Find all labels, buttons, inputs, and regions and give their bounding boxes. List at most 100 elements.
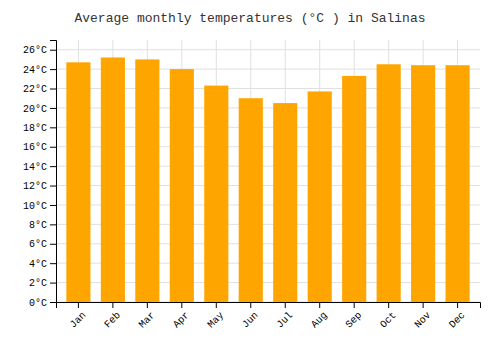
grid-line xyxy=(56,49,480,50)
tick-label: Jul xyxy=(275,310,296,331)
tick-label: Aug xyxy=(309,310,330,331)
tick: Aug xyxy=(309,302,330,330)
bar xyxy=(411,65,435,302)
tick: Jul xyxy=(275,302,296,330)
bar xyxy=(101,57,125,302)
tick-mark xyxy=(112,302,113,308)
tick-label: 10°C xyxy=(23,201,47,212)
tick-label: Oct xyxy=(378,310,399,331)
tick-mark xyxy=(50,302,56,303)
tick-label: 2°C xyxy=(29,278,47,289)
tick-label: 22°C xyxy=(23,84,47,95)
tick: 26°C xyxy=(23,45,56,56)
tick-label: Dec xyxy=(447,310,468,331)
tick-mark xyxy=(50,244,56,245)
tick: 4°C xyxy=(29,259,56,270)
tick-mark xyxy=(50,205,56,206)
tick-mark xyxy=(50,166,56,167)
tick: 16°C xyxy=(23,142,56,153)
tick-mark xyxy=(147,302,148,308)
tick: Nov xyxy=(413,302,434,330)
tick: 22°C xyxy=(23,84,56,95)
tick: 10°C xyxy=(23,201,56,212)
tick-mark xyxy=(354,302,355,308)
tick: Mar xyxy=(137,302,158,330)
axis-line xyxy=(57,303,481,309)
tick: Oct xyxy=(378,302,399,330)
tick-label: 4°C xyxy=(29,259,47,270)
tick-label: Jan xyxy=(68,310,89,331)
tick-label: 14°C xyxy=(23,162,47,173)
bar xyxy=(66,62,90,302)
tick-mark xyxy=(250,302,251,308)
tick: 0°C xyxy=(29,298,56,309)
tick-label: 0°C xyxy=(29,298,47,309)
tick-label: 16°C xyxy=(23,142,47,153)
plot: 0°C 2°C 4°C 6°C 8°C 10°C 12°C 14°C 16°C 18°C 20°C 2… xyxy=(23,40,481,330)
tick-label: 6°C xyxy=(29,239,47,250)
tick-mark xyxy=(50,108,56,109)
tick: 14°C xyxy=(23,162,56,173)
tick: 20°C xyxy=(23,104,56,115)
bar xyxy=(342,76,366,302)
title: Average monthly temperatures (°C ) in Sa… xyxy=(74,11,425,26)
tick-label: 26°C xyxy=(23,45,47,56)
tick-mark xyxy=(50,283,56,284)
tick-label: Mar xyxy=(137,310,158,331)
tick: 6°C xyxy=(29,239,56,250)
bar xyxy=(446,65,470,302)
tick-mark xyxy=(50,147,56,148)
tick-mark xyxy=(50,69,56,70)
tick-label: Sep xyxy=(344,310,365,331)
x-axis: Jan Feb Mar Apr May Jun Jul Aug Sep Oct Nov Dec xyxy=(57,302,481,330)
bar xyxy=(170,69,194,302)
tick-label: 24°C xyxy=(23,65,47,76)
tick: 18°C xyxy=(23,123,56,134)
bar xyxy=(204,86,228,302)
tick-label: Jun xyxy=(240,310,261,331)
tick-mark xyxy=(50,263,56,264)
bar xyxy=(135,59,159,302)
tick: Sep xyxy=(344,302,365,330)
tick-mark xyxy=(423,302,424,308)
grid xyxy=(56,40,480,302)
tick-label: 12°C xyxy=(23,181,47,192)
tick-mark xyxy=(216,302,217,308)
tick: 12°C xyxy=(23,181,56,192)
tick-label: 18°C xyxy=(23,123,47,134)
bar xyxy=(273,103,297,302)
axis-line xyxy=(50,41,57,303)
tick-mark xyxy=(181,302,182,308)
tick: Apr xyxy=(171,302,192,330)
tick: May xyxy=(206,302,227,330)
tick: Jun xyxy=(240,302,261,330)
tick-mark xyxy=(457,302,458,308)
tick-label: Apr xyxy=(171,310,192,331)
tick-label: 8°C xyxy=(29,220,47,231)
bar xyxy=(308,91,332,302)
bars xyxy=(66,57,469,302)
tick: Feb xyxy=(102,302,123,330)
bar xyxy=(239,98,263,302)
tick-label: 20°C xyxy=(23,104,47,115)
tick-label: Nov xyxy=(413,310,434,331)
tick-mark xyxy=(388,302,389,308)
tick-mark xyxy=(50,50,56,51)
tick: 24°C xyxy=(23,65,56,76)
tick: 2°C xyxy=(29,278,56,289)
tick-label: Feb xyxy=(102,310,123,331)
tick-mark xyxy=(50,127,56,128)
tick-mark xyxy=(285,302,286,308)
tick: 8°C xyxy=(29,220,56,231)
tick-mark xyxy=(319,302,320,308)
tick-mark xyxy=(78,302,79,308)
tick: Jan xyxy=(68,302,89,330)
tick: Dec xyxy=(447,302,468,330)
tick-mark xyxy=(50,89,56,90)
y-axis: 0°C 2°C 4°C 6°C 8°C 10°C 12°C 14°C 16°C 18°C 20°C 2… xyxy=(23,41,57,309)
chart: 0°C 2°C 4°C 6°C 8°C 10°C 12°C 14°C 16°C 18°C 20°C 2… xyxy=(0,0,500,350)
bar xyxy=(377,64,401,302)
tick-mark xyxy=(50,186,56,187)
tick-label: May xyxy=(206,310,227,331)
tick-mark xyxy=(50,224,56,225)
